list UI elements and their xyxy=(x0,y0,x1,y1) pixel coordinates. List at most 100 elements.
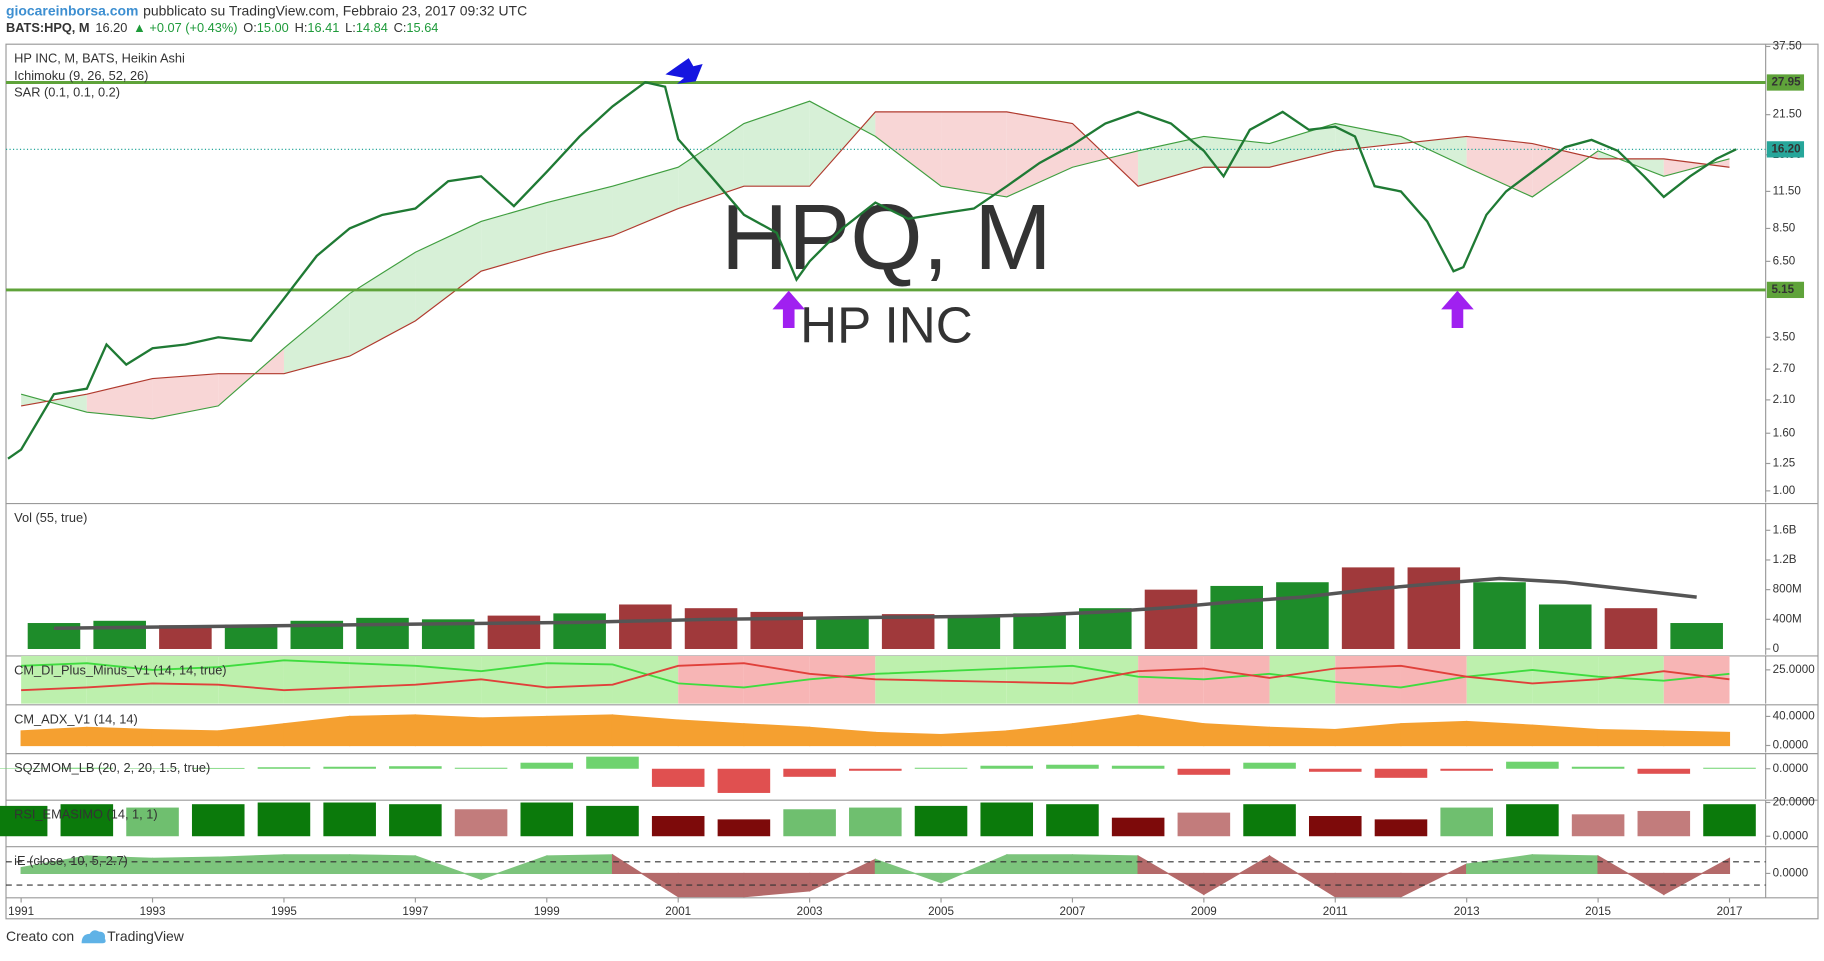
area-segment xyxy=(1400,720,1468,747)
bar xyxy=(1046,764,1099,769)
watermark-sub: HP INC xyxy=(800,297,972,354)
y-tick-label: 1.60 xyxy=(1773,426,1796,439)
y-tick-label: 1.25 xyxy=(1773,457,1796,470)
bar xyxy=(816,617,869,649)
area-segment xyxy=(1203,723,1271,747)
y-tick-label: 6.50 xyxy=(1773,254,1796,267)
y-tick-label: 37.50 xyxy=(1773,40,1803,53)
cloud-fill xyxy=(1466,136,1533,197)
x-tick-label: 2001 xyxy=(665,905,691,918)
bar xyxy=(1506,804,1559,837)
area-segment xyxy=(1466,720,1533,747)
chart-frame xyxy=(5,43,1819,920)
open-label: O: xyxy=(243,20,256,35)
bar xyxy=(1604,608,1658,649)
panel-title: SQZMOM_LB (20, 2, 20, 1.5, true) xyxy=(14,760,210,775)
bar xyxy=(60,804,114,837)
bar xyxy=(191,767,245,769)
bar xyxy=(553,613,606,649)
trend-band xyxy=(1400,655,1467,704)
x-tick-label: 1997 xyxy=(402,905,428,918)
cloud-fill xyxy=(678,123,744,209)
bar xyxy=(1341,567,1395,649)
y-tick-label: 11.50 xyxy=(1773,184,1802,197)
trend-band xyxy=(152,655,219,704)
cloud-fill xyxy=(809,101,876,187)
trend-band xyxy=(1203,655,1270,704)
bar xyxy=(947,615,1001,649)
bar xyxy=(1374,819,1428,837)
x-tick-label: 1993 xyxy=(140,905,166,918)
x-tick-label: 2013 xyxy=(1454,905,1480,918)
area-segment xyxy=(546,854,614,875)
bar xyxy=(1440,807,1493,837)
bar xyxy=(1177,812,1231,837)
y-tick-label: 800M xyxy=(1773,583,1802,596)
trend-band xyxy=(941,655,1007,704)
bar xyxy=(1473,582,1526,649)
y-tick-label: 25.0000 xyxy=(1773,663,1816,676)
footer-brand[interactable]: TradingView xyxy=(107,928,185,944)
cloud-fill xyxy=(481,202,547,272)
panel-title: Vol (55, true) xyxy=(14,510,87,525)
series-line xyxy=(7,80,1737,460)
y-tick-label: 20.0000 xyxy=(1773,796,1816,809)
annotation-arrow xyxy=(665,58,703,84)
area-segment xyxy=(217,854,285,875)
area-segment xyxy=(677,719,745,747)
cloud-fill xyxy=(743,101,810,187)
y-tick-label: 0.0000 xyxy=(1773,739,1809,752)
bar xyxy=(191,804,245,837)
x-tick-label: 1991 xyxy=(8,905,34,918)
area-segment xyxy=(20,726,88,747)
bar xyxy=(0,805,48,837)
bar xyxy=(1243,804,1296,837)
bar xyxy=(1407,567,1461,649)
bar xyxy=(126,807,179,837)
bar xyxy=(1571,814,1625,837)
x-tick-label: 2007 xyxy=(1060,905,1086,918)
level-label: 5.15 xyxy=(1771,283,1794,296)
high: 16.41 xyxy=(307,20,339,35)
series-line xyxy=(21,662,1730,692)
bar xyxy=(849,807,902,837)
bar xyxy=(1703,767,1756,769)
bar xyxy=(454,767,508,769)
panel-title: RSI_EMASIMO (14, 1, 1) xyxy=(14,807,157,822)
panel-title: HP INC, M, BATS, Heikin Ashi xyxy=(14,51,185,66)
bar xyxy=(60,767,114,769)
bar xyxy=(1670,623,1723,649)
y-tick-label: 2.10 xyxy=(1773,393,1796,406)
level-label: 27.95 xyxy=(1771,76,1801,89)
bar xyxy=(651,816,705,837)
bar xyxy=(1144,589,1198,649)
y-tick-label: 1.2B xyxy=(1773,553,1797,566)
bar xyxy=(1637,768,1691,774)
series-line xyxy=(21,659,1730,689)
bar xyxy=(684,608,738,649)
y-tick-label: 0.0000 xyxy=(1773,762,1809,775)
bar xyxy=(389,766,442,769)
bar xyxy=(1013,613,1066,649)
area-segment xyxy=(743,723,811,747)
x-tick-label: 2011 xyxy=(1323,905,1348,918)
bar xyxy=(0,768,48,769)
area-segment xyxy=(546,714,614,747)
bar xyxy=(1243,762,1296,769)
trend-band xyxy=(809,655,876,704)
y-tick-label: 40.0000 xyxy=(1773,709,1816,722)
site[interactable]: giocareinborsa.com xyxy=(6,2,138,18)
area-segment xyxy=(1531,854,1599,875)
bar xyxy=(914,805,968,837)
cloud-fill xyxy=(86,378,153,419)
area-segment xyxy=(86,726,154,747)
cloud-fill xyxy=(283,293,350,374)
area-segment xyxy=(151,856,219,875)
annotation-arrow xyxy=(772,290,806,328)
area-segment xyxy=(1663,857,1731,896)
symbol: BATS:HPQ, M xyxy=(6,20,90,35)
bar xyxy=(1308,816,1362,837)
area-segment xyxy=(349,714,416,747)
bar xyxy=(454,809,508,837)
panel-title: CM_ADX_V1 (14, 14) xyxy=(14,711,138,726)
